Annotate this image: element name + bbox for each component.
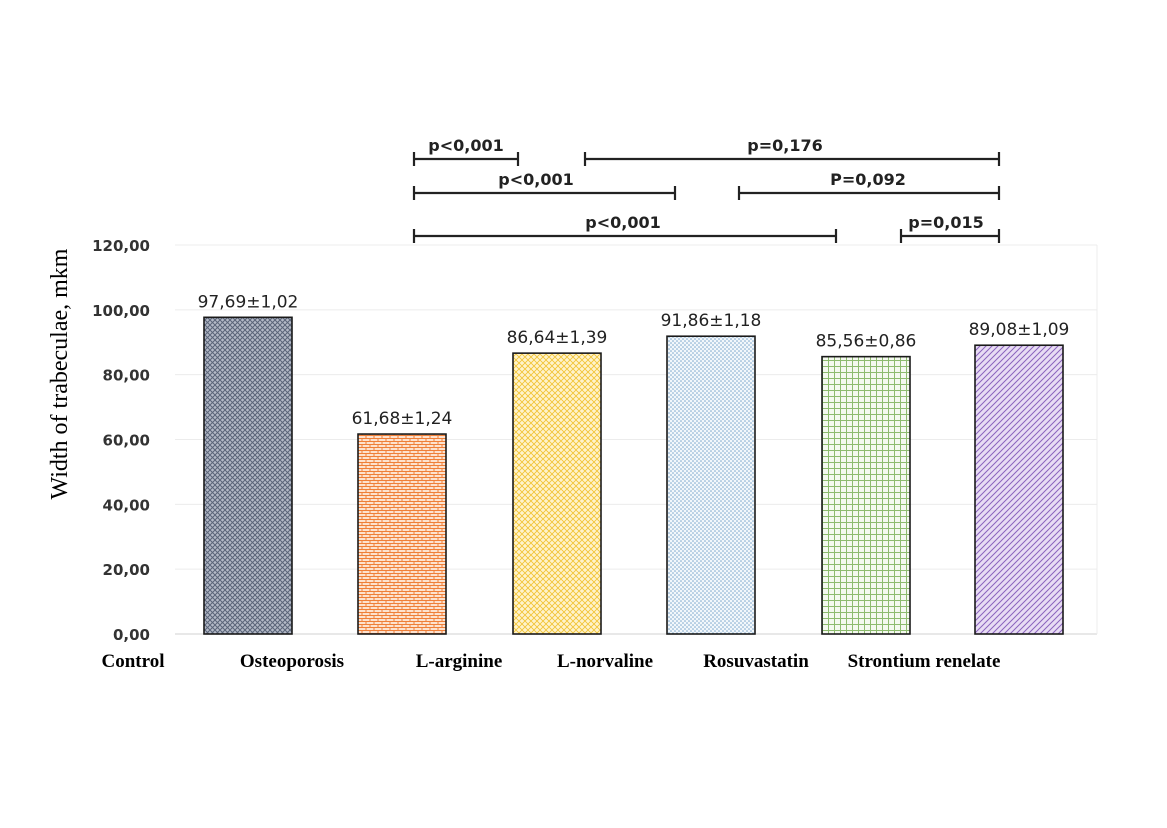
significance-bracket: p=0,176 — [583, 136, 1001, 166]
x-category-label: Rosuvastatin — [703, 651, 809, 672]
bar-1 — [203, 316, 293, 635]
x-category-label: Control — [102, 651, 165, 672]
significance-brackets: p<0,001 p=0,176 p<0,001 P=0,092 p<0,001 p=0,0… — [412, 136, 1001, 243]
data-label: 85,56±0,86 — [816, 332, 917, 352]
bar-3 — [512, 352, 602, 635]
significance-bracket: p<0,001 — [412, 213, 838, 243]
p-value-label: p<0,001 — [585, 213, 660, 232]
x-category-label: Osteoporosis — [240, 651, 344, 672]
p-value-label: p=0,176 — [747, 136, 822, 155]
significance-bracket: p=0,015 — [899, 213, 1001, 243]
p-value-label: p<0,001 — [428, 136, 503, 155]
significance-bracket: p<0,001 — [412, 170, 677, 200]
y-tick-label: 0,00 — [113, 626, 150, 644]
significance-bracket: p<0,001 — [412, 136, 520, 166]
p-value-label: p=0,015 — [908, 213, 983, 232]
data-label: 86,64±1,39 — [507, 328, 608, 348]
bars — [203, 316, 1064, 635]
significance-bracket: P=0,092 — [737, 170, 1001, 200]
gridlines — [175, 244, 1098, 635]
y-tick-label: 100,00 — [92, 302, 150, 320]
bar-6 — [974, 344, 1064, 635]
data-label: 97,69±1,02 — [198, 292, 299, 312]
data-label: 61,68±1,24 — [352, 409, 453, 429]
y-tick-label: 60,00 — [103, 432, 150, 450]
data-label: 89,08±1,09 — [969, 320, 1070, 340]
p-value-label: p<0,001 — [498, 170, 573, 189]
bar-2 — [357, 433, 447, 635]
y-tick-label: 40,00 — [103, 496, 150, 514]
y-axis-ticks: 0,00 20,00 40,00 60,00 80,00 100,00 120,00 — [92, 237, 150, 644]
x-category-label: L-norvaline — [557, 651, 653, 672]
data-label: 91,86±1,18 — [661, 311, 762, 331]
y-axis-label: Width of trabeculae, mkm — [47, 248, 73, 499]
y-tick-label: 20,00 — [103, 561, 150, 579]
data-labels: 97,69±1,02 61,68±1,24 86,64±1,39 91,86±1,18… — [198, 292, 1070, 429]
x-category-label: Strontium renelate — [848, 651, 1001, 672]
y-tick-label: 120,00 — [92, 237, 150, 255]
x-axis-categories: Control Osteoporosis L-arginine L-norvaline… — [102, 651, 1001, 672]
bar-4 — [666, 335, 756, 635]
p-value-label: P=0,092 — [830, 170, 906, 189]
x-category-label: L-arginine — [416, 651, 503, 672]
bar-5 — [821, 355, 911, 635]
y-tick-label: 80,00 — [103, 367, 150, 385]
